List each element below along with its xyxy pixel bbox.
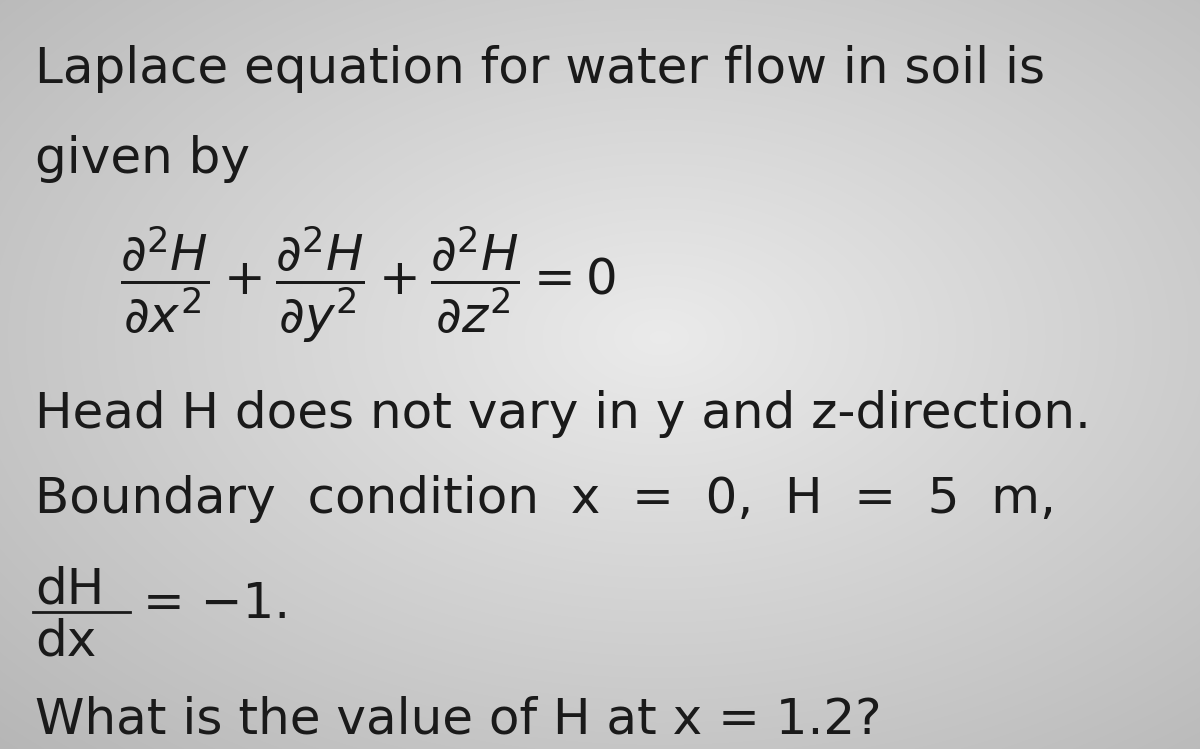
Text: dH: dH	[35, 565, 104, 613]
Text: Laplace equation for water flow in soil is: Laplace equation for water flow in soil …	[35, 45, 1045, 93]
Text: Head H does not vary in y and z-direction.: Head H does not vary in y and z-directio…	[35, 390, 1091, 438]
Text: given by: given by	[35, 135, 250, 183]
Text: $\dfrac{\partial^2 H}{\partial x^2} + \dfrac{\partial^2 H}{\partial y^2} + \dfra: $\dfrac{\partial^2 H}{\partial x^2} + \d…	[120, 225, 616, 345]
Text: What is the value of H at x = 1.2?: What is the value of H at x = 1.2?	[35, 695, 882, 743]
Text: dx: dx	[35, 618, 96, 666]
Text: = −1.: = −1.	[143, 580, 290, 628]
Text: Boundary  condition  x  =  0,  H  =  5  m,: Boundary condition x = 0, H = 5 m,	[35, 475, 1056, 523]
